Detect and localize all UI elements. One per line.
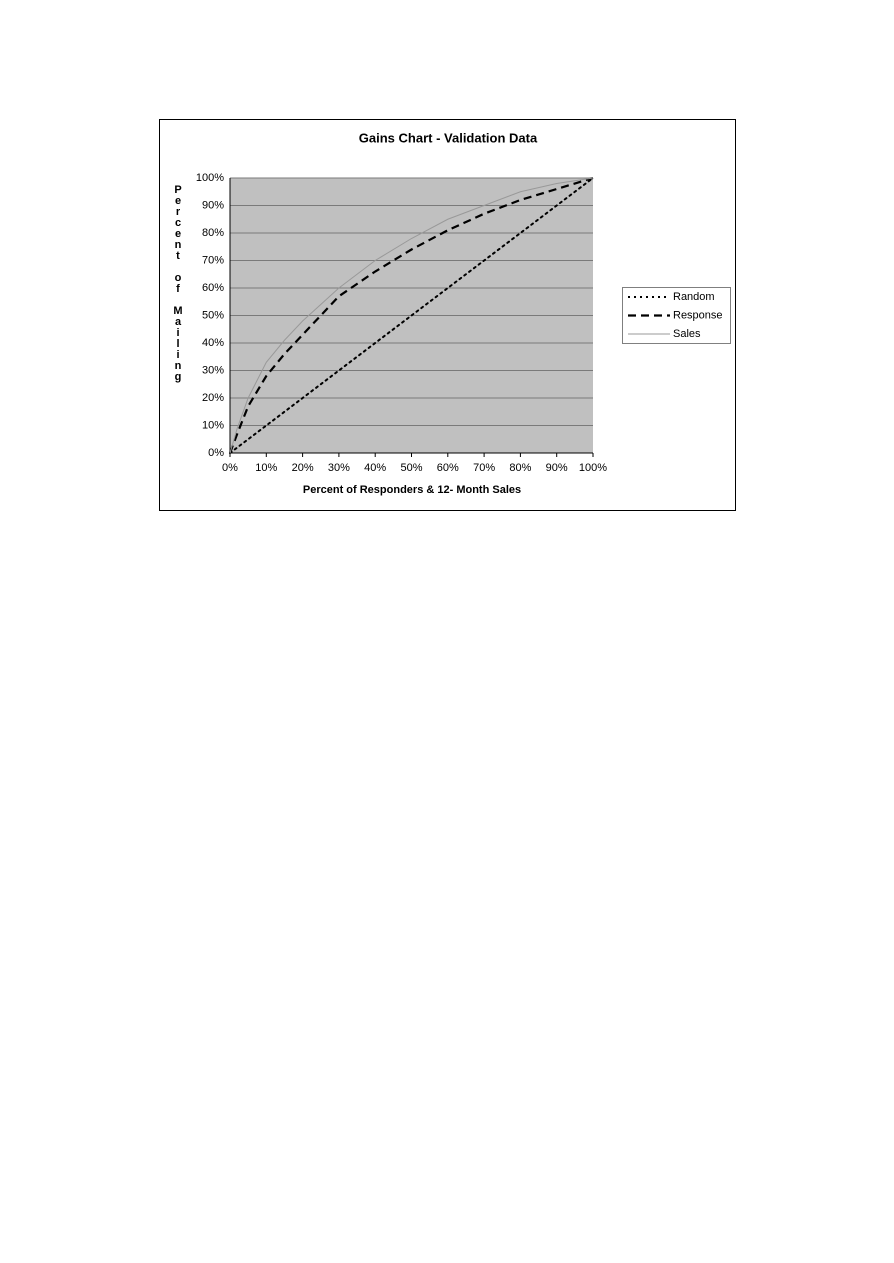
x-tick-label: 70% — [473, 462, 495, 474]
series-line — [229, 177, 594, 454]
chart-title: Gains Chart - Validation Data — [359, 130, 538, 145]
x-axis-title: Percent of Responders & 12- Month Sales — [303, 484, 521, 496]
y-tick-label: 50% — [202, 309, 224, 321]
x-tick-label: 30% — [328, 462, 350, 474]
x-tick-label: 0% — [222, 462, 238, 474]
x-tick-label: 10% — [255, 462, 277, 474]
y-tick-label: 90% — [202, 199, 224, 211]
x-tick-label: 100% — [579, 462, 607, 474]
y-tick-label: 40% — [202, 337, 224, 349]
y-tick-label: 20% — [202, 392, 224, 404]
y-tick-label: 100% — [196, 172, 224, 184]
series-line — [229, 177, 594, 454]
legend-label: Response — [673, 309, 723, 321]
y-tick-label: 10% — [202, 419, 224, 431]
y-axis-title: Percent of Mailing — [172, 184, 184, 382]
legend-label: Random — [673, 291, 715, 303]
x-tick-label: 40% — [364, 462, 386, 474]
y-tick-label: 60% — [202, 282, 224, 294]
y-tick-label: 30% — [202, 364, 224, 376]
x-tick-label: 60% — [437, 462, 459, 474]
y-tick-label: 0% — [208, 447, 224, 459]
x-tick-label: 50% — [400, 462, 422, 474]
y-tick-label: 80% — [202, 227, 224, 239]
legend-label: Sales — [673, 328, 701, 340]
x-tick-label: 90% — [546, 462, 568, 474]
x-tick-label: 80% — [509, 462, 531, 474]
y-tick-label: 70% — [202, 254, 224, 266]
x-tick-label: 20% — [292, 462, 314, 474]
